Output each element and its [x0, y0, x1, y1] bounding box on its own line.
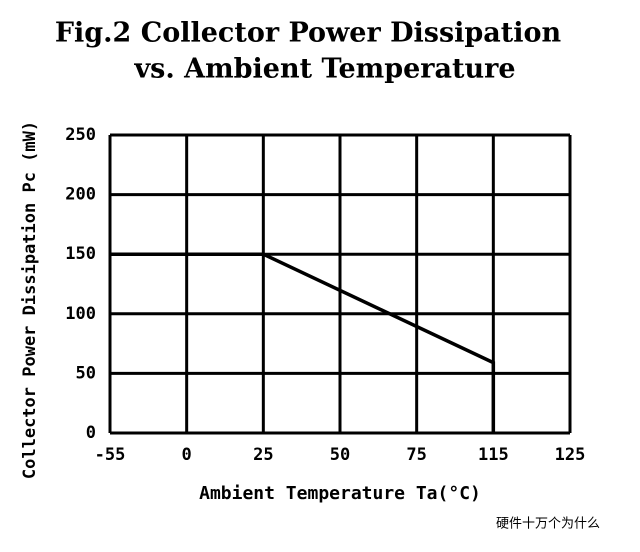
y-tick-label: 50	[76, 363, 96, 383]
x-axis-label: Ambient Temperature Ta(°C)	[199, 483, 481, 504]
data-line	[110, 252, 496, 433]
chart-title: Fig.2 Collector Power Dissipation	[55, 18, 562, 49]
chart-subtitle: vs. Ambient Temperature	[133, 54, 515, 85]
y-tick-label: 250	[65, 125, 96, 145]
y-tick-label: 0	[86, 423, 96, 443]
y-tick-label: 150	[65, 244, 96, 264]
x-tick-label: 25	[253, 445, 273, 465]
y-tick-label: 200	[65, 185, 96, 205]
x-tick-label: 50	[330, 445, 350, 465]
x-tick-label: 0	[182, 445, 192, 465]
y-tick-label: 100	[65, 304, 96, 324]
x-tick-label: -55	[95, 445, 126, 465]
y-axis-label: Collector Power Dissipation Pc (mW)	[20, 121, 40, 479]
x-tick-label: 75	[406, 445, 426, 465]
x-tick-label: 125	[555, 445, 586, 465]
x-tick-label: 115	[478, 445, 509, 465]
watermark: 硬件十万个为什么	[496, 517, 600, 532]
